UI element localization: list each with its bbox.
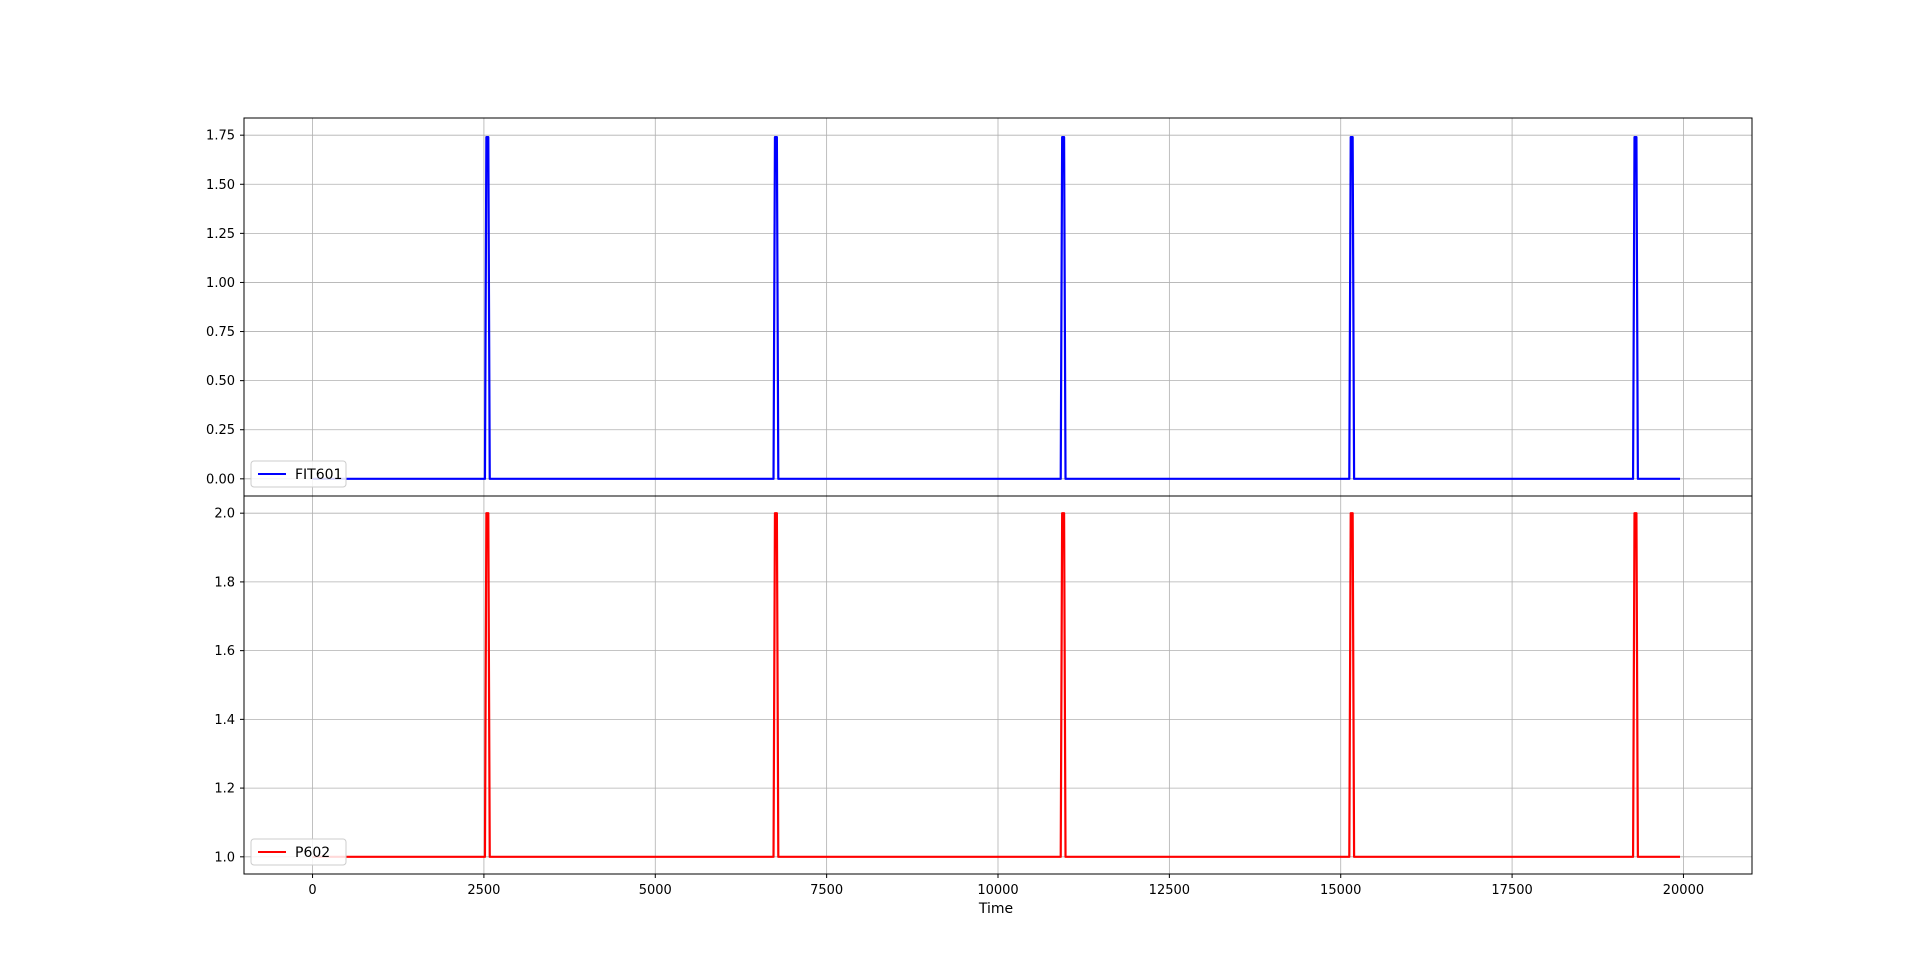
p602-y-tick-label: 1.6 [214, 644, 235, 659]
p602-y-tick-label: 1.2 [214, 782, 235, 797]
p602-x-tick-label: 5000 [639, 883, 672, 898]
p602-x-tick-label: 2500 [467, 883, 500, 898]
p602-series-line [312, 512, 1681, 858]
p602-legend-box [250, 838, 347, 866]
fit601-legend-label: FIT601 [295, 467, 342, 483]
fit601-y-tick-label: 0.25 [206, 423, 235, 438]
fit601-y-tick-label: 1.50 [206, 178, 235, 193]
fit601-legend: FIT601 [250, 460, 347, 488]
fit601-y-tick-label: 1.00 [206, 276, 235, 291]
p602-y-tick-label: 1.0 [214, 850, 235, 865]
p602-legend-label: P602 [295, 845, 330, 861]
p602-x-tick-label: 10000 [977, 883, 1018, 898]
p602-y-tick-label: 1.4 [214, 713, 235, 728]
p602-x-tick-label: 12500 [1149, 883, 1190, 898]
p602-y-tick-label: 1.8 [214, 575, 235, 590]
p602-x-tick-label: 17500 [1491, 883, 1532, 898]
p602-grid [244, 496, 1752, 874]
fit601-subplot: 0.00 0.25 0.50 0.75 1.00 1.25 1.50 1.75 FIT601 [206, 117, 1753, 497]
fit601-legend-box [250, 460, 347, 488]
fit601-y-tick-label: 1.25 [206, 227, 235, 242]
p602-x-tick-label: 15000 [1320, 883, 1361, 898]
x-axis-label: Time [978, 901, 1013, 917]
fit601-series-line [312, 136, 1681, 480]
p602-subplot: 1.0 1.2 1.4 1.6 1.8 2.0 0 2500 5000 7500 10000 1250… [214, 495, 1753, 898]
p602-y-tick-label: 2.0 [214, 507, 235, 522]
p602-x-tick-label: 0 [308, 883, 316, 898]
p602-x-tick-label: 20000 [1663, 883, 1704, 898]
fit601-y-tick-label: 0.75 [206, 325, 235, 340]
fit601-y-tick-label: 0.50 [206, 374, 235, 389]
p602-legend: P602 [250, 838, 347, 866]
p602-x-tick-label: 7500 [810, 883, 843, 898]
fit601-y-tick-label: 0.00 [206, 472, 235, 487]
fit601-y-tick-label: 1.75 [206, 129, 235, 144]
